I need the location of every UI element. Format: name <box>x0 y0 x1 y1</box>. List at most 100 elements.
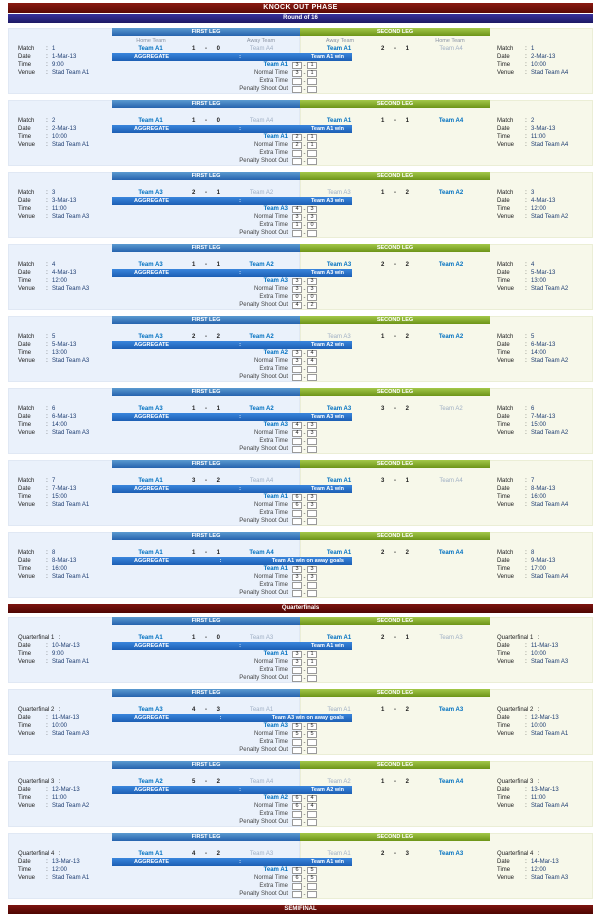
second-leg-venue[interactable]: Stad Team A2 <box>531 430 569 436</box>
normal-time-home-box[interactable]: 5 <box>292 731 302 738</box>
second-leg-home-team[interactable]: Team A1 <box>326 550 352 556</box>
normal-time-home-box[interactable]: 6 <box>292 502 302 509</box>
second-leg-home-team[interactable]: Team A1 <box>327 851 351 857</box>
aggregate-away-score-box[interactable]: 3 <box>307 422 317 429</box>
extra-time-home-box[interactable] <box>292 510 302 517</box>
second-leg-date[interactable]: 12-Mar-13 <box>531 715 559 721</box>
penalty-away-box[interactable] <box>307 819 317 826</box>
penalty-home-box[interactable] <box>292 374 302 381</box>
first-leg-home-team[interactable]: Team A1 <box>138 550 163 556</box>
first-leg-away-score[interactable]: 2 <box>216 334 220 340</box>
second-leg-home-score[interactable]: 2 <box>381 851 385 857</box>
second-leg-home-score[interactable]: 1 <box>381 779 385 785</box>
first-leg-home-score[interactable]: 1 <box>192 262 196 268</box>
first-leg-away-score[interactable]: 1 <box>216 406 220 412</box>
first-leg-home-team[interactable]: Team A1 <box>138 118 163 124</box>
first-leg-date[interactable]: 4-Mar-13 <box>52 270 77 276</box>
second-leg-away-team[interactable]: Team A4 <box>438 118 464 124</box>
first-leg-time[interactable]: 9:00 <box>52 651 64 657</box>
second-leg-away-team[interactable]: Team A3 <box>439 635 463 641</box>
aggregate-home-score-box[interactable]: 3 <box>292 278 302 285</box>
first-leg-time[interactable]: 16:00 <box>52 566 68 572</box>
aggregate-away-score-box[interactable]: 4 <box>307 795 317 802</box>
aggregate-away-score-box[interactable]: 3 <box>307 566 317 573</box>
first-leg-away-score[interactable]: 1 <box>216 190 220 196</box>
second-leg-date[interactable]: 2-Mar-13 <box>531 54 556 60</box>
penalty-home-box[interactable] <box>292 675 302 682</box>
first-leg-time[interactable]: 12:00 <box>52 867 68 873</box>
penalty-home-box[interactable] <box>292 86 302 93</box>
second-leg-time[interactable]: 11:00 <box>531 795 546 801</box>
first-leg-time[interactable]: 11:00 <box>52 795 67 801</box>
first-leg-venue[interactable]: Stad Team A1 <box>52 875 90 881</box>
first-leg-venue[interactable]: Stad Team A3 <box>52 430 90 436</box>
second-leg-match-number[interactable]: 1 <box>531 46 535 52</box>
penalty-home-box[interactable] <box>292 518 302 525</box>
extra-time-away-box[interactable] <box>307 739 317 746</box>
first-leg-home-team[interactable]: Team A3 <box>138 262 163 268</box>
second-leg-home-team[interactable]: Team A1 <box>326 46 352 52</box>
normal-time-away-box[interactable]: 4 <box>307 358 317 365</box>
extra-time-home-box[interactable] <box>292 582 302 589</box>
second-leg-away-score[interactable]: 2 <box>405 550 409 556</box>
second-leg-away-team[interactable]: Team A4 <box>438 779 464 785</box>
second-leg-away-score[interactable]: 1 <box>405 46 409 52</box>
first-leg-venue[interactable]: Stad Team A3 <box>52 358 90 364</box>
first-leg-away-team[interactable]: Team A2 <box>249 262 274 268</box>
second-leg-home-score[interactable]: 3 <box>381 478 385 484</box>
first-leg-home-team[interactable]: Team A3 <box>138 707 163 713</box>
extra-time-home-box[interactable] <box>292 667 302 674</box>
first-leg-match-number[interactable] <box>64 778 111 786</box>
second-leg-time[interactable]: 12:00 <box>531 206 547 212</box>
aggregate-home-score-box[interactable]: 6 <box>292 494 302 501</box>
first-leg-venue[interactable]: Stad Team A2 <box>52 803 90 809</box>
normal-time-away-box[interactable]: 4 <box>307 803 317 810</box>
penalty-away-box[interactable] <box>307 86 317 93</box>
aggregate-away-score-box[interactable]: 1 <box>307 651 317 658</box>
second-leg-home-team[interactable]: Team A1 <box>326 635 352 641</box>
second-leg-home-team[interactable]: Team A3 <box>326 262 352 268</box>
second-leg-match-number[interactable] <box>543 778 593 786</box>
first-leg-away-team[interactable]: Team A1 <box>249 707 274 713</box>
first-leg-venue[interactable]: Stad Team A1 <box>52 142 90 148</box>
second-leg-venue[interactable]: Stad Team A3 <box>531 659 569 665</box>
aggregate-home-score-box[interactable]: 2 <box>292 134 302 141</box>
first-leg-home-team[interactable]: Team A1 <box>138 478 163 484</box>
first-leg-away-team[interactable]: Team A2 <box>249 406 274 412</box>
extra-time-home-box[interactable]: 0 <box>292 294 302 301</box>
penalty-home-box[interactable] <box>292 590 302 597</box>
penalty-away-box[interactable] <box>307 230 317 237</box>
normal-time-away-box[interactable]: 3 <box>307 574 317 581</box>
second-leg-away-score[interactable]: 2 <box>405 262 409 268</box>
first-leg-match-number[interactable]: 3 <box>52 190 56 196</box>
extra-time-away-box[interactable]: 0 <box>307 222 317 229</box>
penalty-away-box[interactable] <box>307 747 317 754</box>
first-leg-time[interactable]: 11:00 <box>52 206 67 212</box>
second-leg-home-team[interactable]: Team A3 <box>326 406 352 412</box>
second-leg-time[interactable]: 10:00 <box>531 651 547 657</box>
first-leg-date[interactable]: 2-Mar-13 <box>52 126 77 132</box>
penalty-away-box[interactable] <box>307 590 317 597</box>
normal-time-home-box[interactable]: 4 <box>292 430 302 437</box>
second-leg-away-score[interactable]: 1 <box>405 478 409 484</box>
aggregate-home-score-box[interactable]: 3 <box>292 651 302 658</box>
first-leg-match-number[interactable]: 8 <box>52 550 56 556</box>
first-leg-home-score[interactable]: 4 <box>192 851 196 857</box>
penalty-away-box[interactable] <box>307 446 317 453</box>
second-leg-away-score[interactable]: 1 <box>405 118 409 124</box>
extra-time-home-box[interactable] <box>292 366 302 373</box>
second-leg-home-score[interactable]: 2 <box>381 46 385 52</box>
first-leg-match-number[interactable]: 7 <box>52 478 56 484</box>
first-leg-away-score[interactable]: 1 <box>216 262 220 268</box>
first-leg-match-number[interactable]: 5 <box>52 334 56 340</box>
second-leg-match-number[interactable] <box>543 706 593 714</box>
second-leg-match-number[interactable]: 5 <box>531 334 535 340</box>
aggregate-home-score-box[interactable]: 6 <box>292 795 302 802</box>
first-leg-home-team[interactable]: Team A3 <box>138 406 163 412</box>
second-leg-away-team[interactable]: Team A2 <box>439 406 463 412</box>
first-leg-away-team[interactable]: Team A2 <box>249 190 274 196</box>
second-leg-home-team[interactable]: Team A3 <box>327 190 351 196</box>
extra-time-away-box[interactable] <box>307 510 317 517</box>
first-leg-away-score[interactable]: 2 <box>216 779 220 785</box>
first-leg-venue[interactable]: Stad Team A1 <box>52 502 90 508</box>
